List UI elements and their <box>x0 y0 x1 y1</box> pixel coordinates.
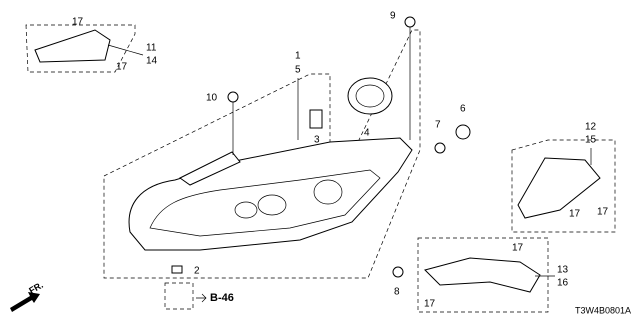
leader <box>107 44 144 56</box>
lower-bracket <box>424 257 541 293</box>
mount-tab <box>179 151 241 186</box>
callout: 12 <box>585 122 597 133</box>
bracket-box <box>25 24 136 73</box>
screw <box>227 91 239 103</box>
screw <box>392 266 404 278</box>
callout: 6 <box>460 104 466 115</box>
callout: 9 <box>390 11 396 22</box>
callout: 16 <box>557 278 569 289</box>
upper-bracket <box>34 29 111 63</box>
reference: B-46 <box>210 292 234 304</box>
headlight-lens <box>149 169 381 237</box>
callout: 17 <box>72 17 84 28</box>
ref-box <box>164 282 194 310</box>
callout: 8 <box>394 287 400 298</box>
bulb <box>309 109 323 129</box>
seal-inner <box>355 84 385 108</box>
headlight-box <box>103 29 421 279</box>
callout: 17 <box>597 207 609 218</box>
callout: 2 <box>194 266 200 277</box>
callout: 11 <box>146 43 157 54</box>
ref-arrow <box>196 293 207 303</box>
socket <box>455 124 471 140</box>
bulb-small <box>434 142 446 154</box>
side-bracket <box>517 157 601 219</box>
callout: 13 <box>557 265 569 276</box>
projector <box>234 201 258 219</box>
callout: 3 <box>314 135 320 146</box>
diagram-code: T3W4B0801A <box>575 305 631 315</box>
callout: 4 <box>364 128 370 139</box>
projector <box>257 194 287 216</box>
callout: 14 <box>146 56 158 67</box>
callout: 15 <box>585 135 597 146</box>
cap <box>404 16 416 28</box>
projector <box>313 179 343 205</box>
front-arrow <box>10 292 40 312</box>
headlight <box>128 137 413 251</box>
callout: 1 <box>295 51 301 62</box>
side-bracket-box <box>511 139 616 233</box>
callout: 17 <box>116 62 128 73</box>
callout: 17 <box>512 243 524 254</box>
callout: 7 <box>435 120 441 131</box>
callout: 17 <box>569 209 581 220</box>
seal <box>347 77 393 115</box>
callout: 17 <box>424 299 436 310</box>
direction: FR. <box>27 280 45 296</box>
callout: 5 <box>295 65 301 76</box>
lower-bracket-box <box>417 237 549 313</box>
clip <box>171 265 183 274</box>
callout: 10 <box>206 93 218 104</box>
